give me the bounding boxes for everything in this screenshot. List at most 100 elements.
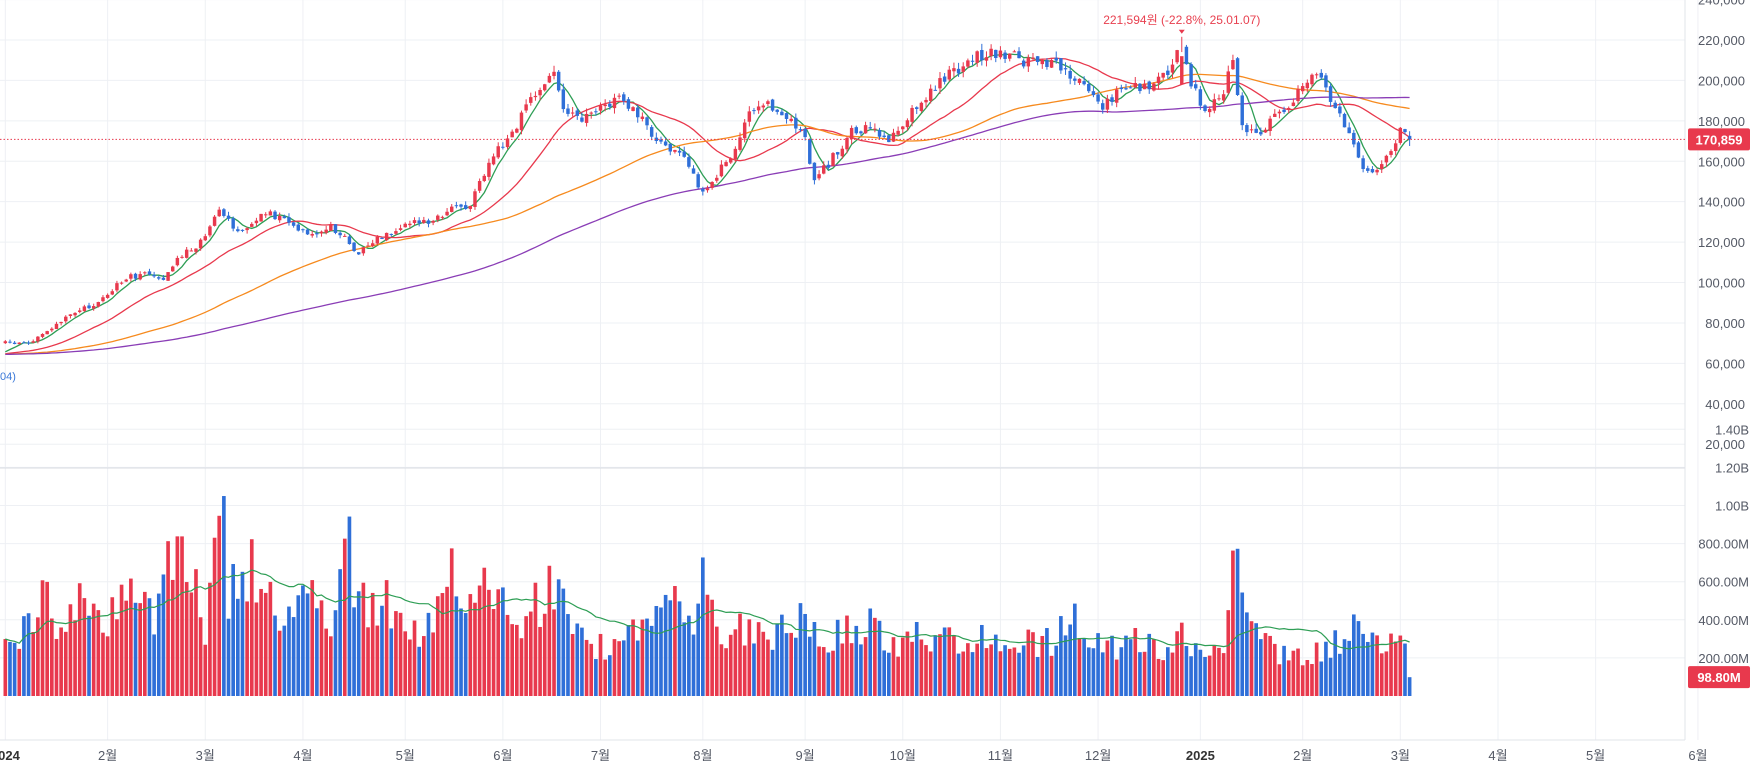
volume-bar[interactable] xyxy=(1389,633,1393,696)
volume-bar[interactable] xyxy=(1365,641,1370,696)
candle[interactable] xyxy=(1291,98,1296,107)
volume-bar[interactable] xyxy=(426,612,431,696)
candle[interactable] xyxy=(194,248,198,255)
volume-bar[interactable] xyxy=(701,557,705,696)
volume-bar[interactable] xyxy=(673,586,677,696)
volume-bar[interactable] xyxy=(947,627,952,696)
volume-bar[interactable] xyxy=(896,656,900,696)
candle[interactable] xyxy=(366,242,370,247)
volume-bar[interactable] xyxy=(570,633,575,696)
candle[interactable] xyxy=(640,112,645,122)
volume-bar[interactable] xyxy=(719,644,724,696)
candle[interactable] xyxy=(1189,62,1193,89)
candle[interactable] xyxy=(608,100,612,110)
volume-bar[interactable] xyxy=(180,536,184,696)
candle[interactable] xyxy=(398,224,403,232)
volume-bar[interactable] xyxy=(249,539,254,696)
volume-bar[interactable] xyxy=(840,643,845,696)
candle[interactable] xyxy=(589,111,593,119)
volume-bar[interactable] xyxy=(329,636,333,696)
candle[interactable] xyxy=(887,134,891,143)
volume-bar[interactable] xyxy=(1142,651,1147,696)
volume-bar[interactable] xyxy=(617,641,621,696)
volume-bar[interactable] xyxy=(770,649,775,696)
volume-bar[interactable] xyxy=(589,643,594,696)
volume-bar[interactable] xyxy=(1068,624,1072,696)
volume-bar[interactable] xyxy=(608,655,612,696)
candle[interactable] xyxy=(370,239,375,248)
volume-bar[interactable] xyxy=(542,613,547,696)
candle[interactable] xyxy=(1384,154,1389,168)
volume-bar[interactable] xyxy=(975,643,979,696)
candle[interactable] xyxy=(812,162,817,185)
volume-bar[interactable] xyxy=(501,587,505,696)
candle[interactable] xyxy=(849,125,854,145)
volume-bar[interactable] xyxy=(510,624,514,696)
volume-bar[interactable] xyxy=(412,620,417,696)
volume-bar[interactable] xyxy=(998,651,1003,696)
candle[interactable] xyxy=(617,93,621,100)
volume-bar[interactable] xyxy=(203,644,208,696)
volume-bar[interactable] xyxy=(347,516,352,696)
candle[interactable] xyxy=(603,99,607,112)
volume-bar[interactable] xyxy=(966,643,970,696)
candle[interactable] xyxy=(1300,82,1305,95)
candle[interactable] xyxy=(501,142,505,150)
candle[interactable] xyxy=(1249,124,1254,134)
candle[interactable] xyxy=(626,97,631,112)
candle[interactable] xyxy=(556,70,561,93)
volume-bar[interactable] xyxy=(1175,631,1179,696)
volume-bar[interactable] xyxy=(26,613,31,696)
candle[interactable] xyxy=(1198,86,1203,110)
candle[interactable] xyxy=(166,272,170,281)
volume-bar[interactable] xyxy=(301,585,305,696)
volume-bar[interactable] xyxy=(240,571,245,696)
candle[interactable] xyxy=(380,237,384,240)
candle[interactable] xyxy=(529,92,533,106)
volume-bar[interactable] xyxy=(115,619,119,696)
volume-bar[interactable] xyxy=(784,633,789,696)
volume-bar[interactable] xyxy=(1352,614,1356,696)
volume-bar[interactable] xyxy=(789,632,793,696)
volume-bar[interactable] xyxy=(166,541,170,696)
volume-bar[interactable] xyxy=(691,634,696,696)
candle[interactable] xyxy=(1380,160,1384,174)
candle[interactable] xyxy=(794,113,798,134)
volume-bar[interactable] xyxy=(1286,660,1291,696)
candle[interactable] xyxy=(296,223,300,232)
volume-bar[interactable] xyxy=(1105,640,1110,696)
volume-bar[interactable] xyxy=(766,639,770,696)
volume-bar[interactable] xyxy=(1152,639,1156,696)
candle[interactable] xyxy=(422,216,426,224)
candle[interactable] xyxy=(1235,57,1240,97)
volume-bar[interactable] xyxy=(659,607,663,696)
volume-bar[interactable] xyxy=(8,641,12,696)
volume-bar[interactable] xyxy=(584,639,589,696)
volume-bar[interactable] xyxy=(538,626,542,696)
candle[interactable] xyxy=(496,142,500,160)
volume-bar[interactable] xyxy=(1319,661,1324,696)
volume-bar[interactable] xyxy=(928,651,933,696)
volume-bar[interactable] xyxy=(1240,592,1245,696)
volume-bar[interactable] xyxy=(845,615,849,696)
volume-bar[interactable] xyxy=(1254,623,1258,696)
volume-bar[interactable] xyxy=(594,659,598,696)
candle[interactable] xyxy=(329,221,333,232)
volume-bar[interactable] xyxy=(212,537,217,696)
candle[interactable] xyxy=(952,62,956,78)
candle[interactable] xyxy=(1277,109,1282,119)
candle[interactable] xyxy=(254,217,259,227)
volume-bar[interactable] xyxy=(668,600,673,696)
volume-bar[interactable] xyxy=(408,639,412,696)
candle[interactable] xyxy=(636,104,640,123)
candle[interactable] xyxy=(1268,115,1272,136)
volume-bar[interactable] xyxy=(12,642,17,696)
volume-bar[interactable] xyxy=(640,619,645,696)
candle[interactable] xyxy=(705,185,710,193)
candle[interactable] xyxy=(947,65,951,82)
candle[interactable] xyxy=(1068,64,1072,85)
candle[interactable] xyxy=(882,131,886,139)
candle[interactable] xyxy=(1231,54,1235,70)
volume-bar[interactable] xyxy=(1040,635,1045,696)
candle[interactable] xyxy=(510,129,514,138)
